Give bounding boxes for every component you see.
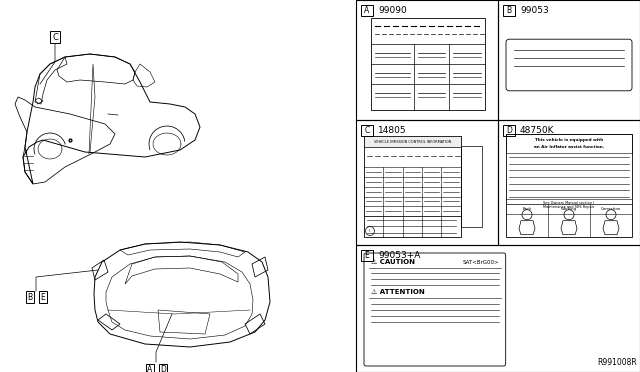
Text: E: E	[40, 292, 45, 301]
Text: A: A	[364, 6, 370, 15]
Text: 99053: 99053	[520, 6, 548, 15]
Text: C: C	[52, 32, 58, 42]
Bar	[371, 18, 485, 110]
Text: SAT<BrG00>: SAT<BrG00>	[463, 260, 500, 264]
Bar	[498, 0, 640, 120]
Text: D: D	[160, 366, 166, 372]
Text: See Owners Manual section I: See Owners Manual section I	[543, 201, 595, 205]
Bar	[506, 134, 632, 153]
Text: 48750K: 48750K	[520, 126, 554, 135]
Text: Working: Working	[561, 207, 577, 211]
Bar	[503, 5, 515, 16]
Text: This vehicle is equipped with: This vehicle is equipped with	[535, 138, 603, 142]
Text: B: B	[28, 292, 33, 301]
Text: 99053+A: 99053+A	[378, 251, 420, 260]
Bar	[361, 5, 373, 16]
Bar	[498, 120, 640, 245]
Bar	[361, 250, 373, 261]
Text: B: B	[506, 6, 511, 15]
Text: II: II	[369, 229, 371, 233]
Text: 14805: 14805	[378, 126, 406, 135]
Bar	[506, 134, 632, 237]
Text: Correction: Correction	[601, 207, 621, 211]
Text: ⚠ ATTENTION: ⚠ ATTENTION	[371, 289, 425, 295]
Text: an Air Inflator assist function.: an Air Inflator assist function.	[534, 145, 604, 149]
Text: D: D	[506, 126, 512, 135]
Text: Back: Back	[522, 207, 532, 211]
Text: 99090: 99090	[378, 6, 407, 15]
Text: E: E	[365, 251, 369, 260]
Text: A: A	[147, 366, 152, 372]
Bar	[364, 136, 461, 147]
Text: ⚠ CAUTION: ⚠ CAUTION	[371, 259, 415, 265]
Text: VEHICLE EMISSION CONTROL INFORMATION: VEHICLE EMISSION CONTROL INFORMATION	[374, 140, 451, 144]
Bar	[361, 125, 373, 136]
Bar	[503, 125, 515, 136]
Text: C: C	[364, 126, 370, 135]
Text: Maintenance and SRS Repair: Maintenance and SRS Repair	[543, 205, 595, 209]
Bar	[364, 136, 461, 237]
Text: R991008R: R991008R	[597, 358, 637, 367]
Bar	[356, 245, 640, 372]
Bar	[356, 0, 498, 120]
Bar	[356, 120, 498, 245]
Bar	[461, 146, 482, 227]
